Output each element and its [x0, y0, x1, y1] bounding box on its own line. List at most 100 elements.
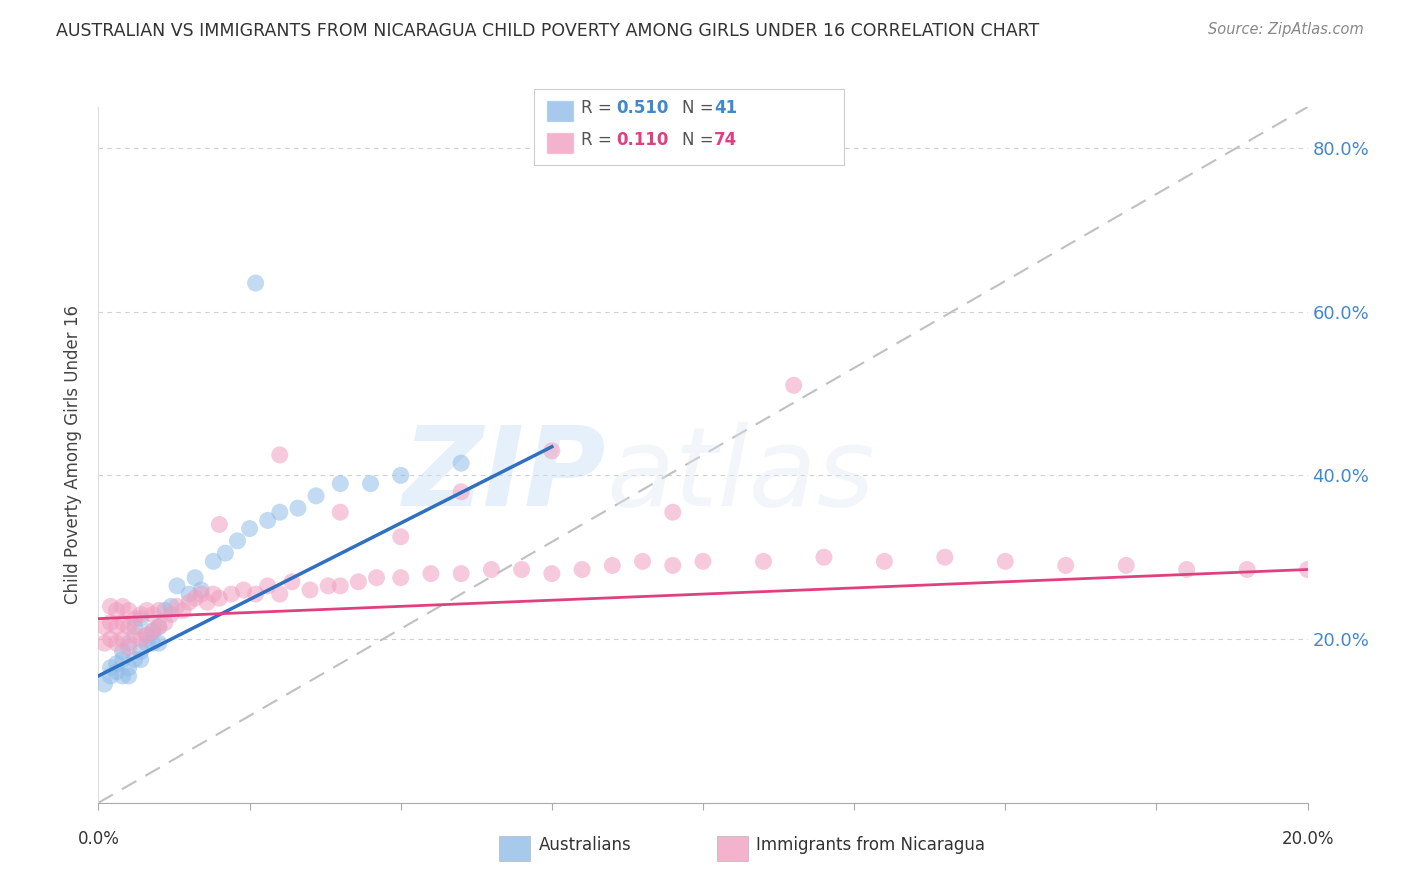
Text: N =: N =: [682, 131, 718, 149]
Point: [148, 636, 170, 650]
Point: [129, 652, 152, 666]
Point: [105, 603, 128, 617]
Point: [190, 582, 212, 597]
Text: atlas: atlas: [606, 422, 875, 529]
Point: [160, 607, 183, 622]
Point: [329, 505, 352, 519]
Point: [631, 554, 654, 568]
Point: [111, 599, 134, 614]
Point: [873, 554, 896, 568]
Point: [100, 599, 122, 614]
Text: AUSTRALIAN VS IMMIGRANTS FROM NICARAGUA CHILD POVERTY AMONG GIRLS UNDER 16 CORRE: AUSTRALIAN VS IMMIGRANTS FROM NICARAGUA …: [56, 22, 1039, 40]
Point: [256, 579, 278, 593]
Point: [571, 562, 593, 576]
Point: [135, 628, 157, 642]
Point: [172, 603, 194, 617]
Point: [142, 624, 165, 638]
Point: [1236, 562, 1258, 576]
Point: [124, 612, 146, 626]
Text: 0.110: 0.110: [616, 131, 668, 149]
Point: [129, 607, 152, 622]
Point: [389, 468, 412, 483]
Point: [602, 558, 624, 573]
Point: [281, 574, 304, 589]
Text: 74: 74: [714, 131, 738, 149]
Point: [269, 505, 291, 519]
Point: [179, 595, 201, 609]
Point: [202, 587, 225, 601]
Point: [662, 505, 685, 519]
Point: [202, 554, 225, 568]
Point: [256, 513, 278, 527]
Point: [148, 603, 170, 617]
Point: [93, 620, 115, 634]
Point: [118, 661, 141, 675]
Point: [118, 620, 141, 634]
Point: [111, 632, 134, 646]
Point: [100, 632, 122, 646]
Point: [366, 571, 388, 585]
Text: 41: 41: [714, 99, 737, 117]
Point: [239, 522, 262, 536]
Point: [214, 546, 236, 560]
Point: [148, 620, 170, 634]
Point: [129, 632, 152, 646]
Point: [1175, 562, 1198, 576]
Point: [245, 587, 267, 601]
Point: [389, 571, 412, 585]
Point: [752, 554, 775, 568]
Point: [208, 591, 231, 606]
Point: [232, 582, 254, 597]
Text: Immigrants from Nicaragua: Immigrants from Nicaragua: [756, 836, 986, 854]
Point: [105, 620, 128, 634]
Point: [360, 476, 382, 491]
Point: [221, 587, 243, 601]
Point: [934, 550, 956, 565]
Point: [135, 636, 157, 650]
Text: 0.510: 0.510: [616, 99, 668, 117]
Point: [420, 566, 443, 581]
Point: [450, 456, 472, 470]
Text: R =: R =: [581, 99, 617, 117]
Point: [783, 378, 806, 392]
Point: [111, 669, 134, 683]
Point: [118, 603, 141, 617]
Point: [208, 517, 231, 532]
Point: [166, 579, 188, 593]
Point: [299, 582, 322, 597]
Y-axis label: Child Poverty Among Girls Under 16: Child Poverty Among Girls Under 16: [65, 305, 83, 605]
Point: [316, 579, 339, 593]
Point: [389, 530, 412, 544]
Point: [111, 615, 134, 630]
Point: [1054, 558, 1077, 573]
Point: [105, 636, 128, 650]
Point: [184, 571, 207, 585]
Point: [118, 636, 141, 650]
Point: [1115, 558, 1137, 573]
Text: Australians: Australians: [538, 836, 631, 854]
Point: [179, 587, 201, 601]
Text: N =: N =: [682, 99, 718, 117]
Point: [329, 476, 352, 491]
Point: [124, 628, 146, 642]
Point: [481, 562, 503, 576]
Point: [305, 489, 328, 503]
Point: [190, 587, 212, 601]
Text: 20.0%: 20.0%: [1281, 830, 1334, 847]
Point: [111, 644, 134, 658]
Point: [100, 669, 122, 683]
Point: [93, 636, 115, 650]
Point: [450, 484, 472, 499]
Point: [142, 636, 165, 650]
Point: [100, 661, 122, 675]
Point: [662, 558, 685, 573]
Point: [142, 607, 165, 622]
Point: [148, 620, 170, 634]
Point: [226, 533, 249, 548]
Point: [153, 603, 176, 617]
Point: [540, 443, 562, 458]
Point: [813, 550, 835, 565]
Text: ZIP: ZIP: [402, 422, 606, 529]
Point: [93, 677, 115, 691]
Point: [105, 657, 128, 671]
